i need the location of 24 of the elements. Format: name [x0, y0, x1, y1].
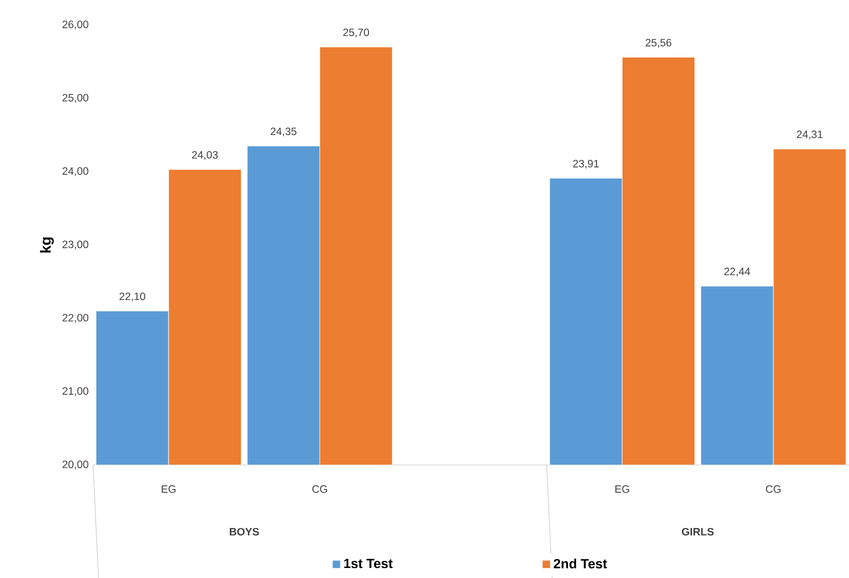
- data-label: 23,91: [573, 160, 599, 169]
- x-tick-label: CG: [766, 485, 781, 493]
- x-tick-label: CG: [312, 485, 328, 493]
- x-tick-label: EG: [615, 485, 630, 493]
- y-tick-label: 26,00: [62, 20, 88, 30]
- data-label: 22,10: [120, 292, 146, 302]
- text: GIRLS: [682, 528, 714, 536]
- data-label: 24,35: [270, 128, 296, 136]
- y-tick-label: 22,00: [62, 314, 88, 323]
- data-label: 25,56: [646, 38, 672, 48]
- y-tick-label: 21,00: [62, 387, 88, 396]
- x-tick-label: EG: [162, 485, 176, 493]
- y-tick-label: 23,00: [62, 240, 88, 250]
- y-tick-label: 24,00: [62, 167, 88, 176]
- data-label: 24,03: [192, 151, 218, 160]
- y-tick-label: 20,00: [62, 460, 88, 470]
- data-label: 22,44: [724, 268, 750, 276]
- data-label: 25,70: [343, 28, 370, 38]
- text: BOYS: [230, 528, 259, 536]
- legend-label: 1st Test: [344, 558, 393, 568]
- data-label: 24,31: [796, 130, 823, 140]
- legend-label: 2nd Test: [554, 558, 607, 568]
- y-tick-label: 25,00: [62, 94, 88, 103]
- y-axis-title: kg: [40, 237, 54, 253]
